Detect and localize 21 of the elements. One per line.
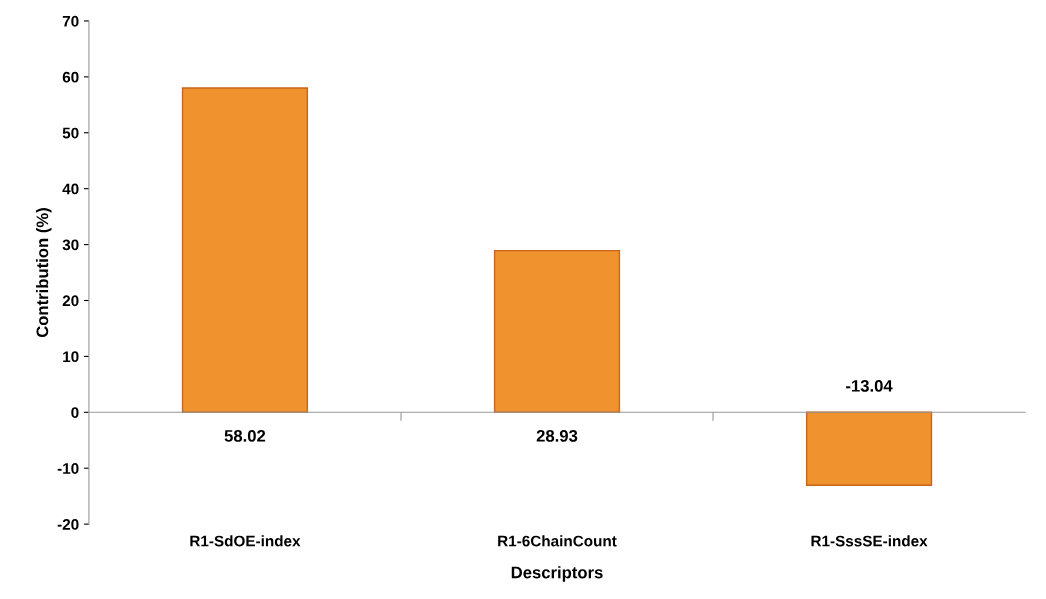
x-axis-title: Descriptors [511, 566, 603, 582]
y-tick-label: 30 [62, 239, 79, 251]
bar [805, 411, 933, 486]
y-tick-label: 70 [62, 15, 79, 27]
x-tick-label: R1-SdOE-index [190, 535, 301, 547]
x-tick-label: R1-6ChainCount [498, 535, 617, 547]
y-tick-label: 20 [62, 295, 79, 307]
data-label: -13.04 [846, 379, 893, 392]
y-tick-label: -10 [57, 463, 79, 474]
bar [181, 87, 309, 414]
y-tick-label: 10 [63, 351, 79, 363]
data-label: 58.02 [224, 429, 266, 442]
y-tick-label: 0 [71, 407, 79, 418]
y-tick-label: 50 [62, 127, 79, 139]
bar [493, 249, 621, 414]
data-label: 28.93 [536, 429, 578, 442]
y-tick-label: 40 [62, 183, 79, 195]
y-axis-title: Contribution (%) [36, 208, 52, 338]
y-tick-label: 60 [62, 71, 79, 83]
y-tick-label: -20 [57, 518, 79, 530]
x-tick-label: R1-SssSE-index [811, 535, 928, 547]
